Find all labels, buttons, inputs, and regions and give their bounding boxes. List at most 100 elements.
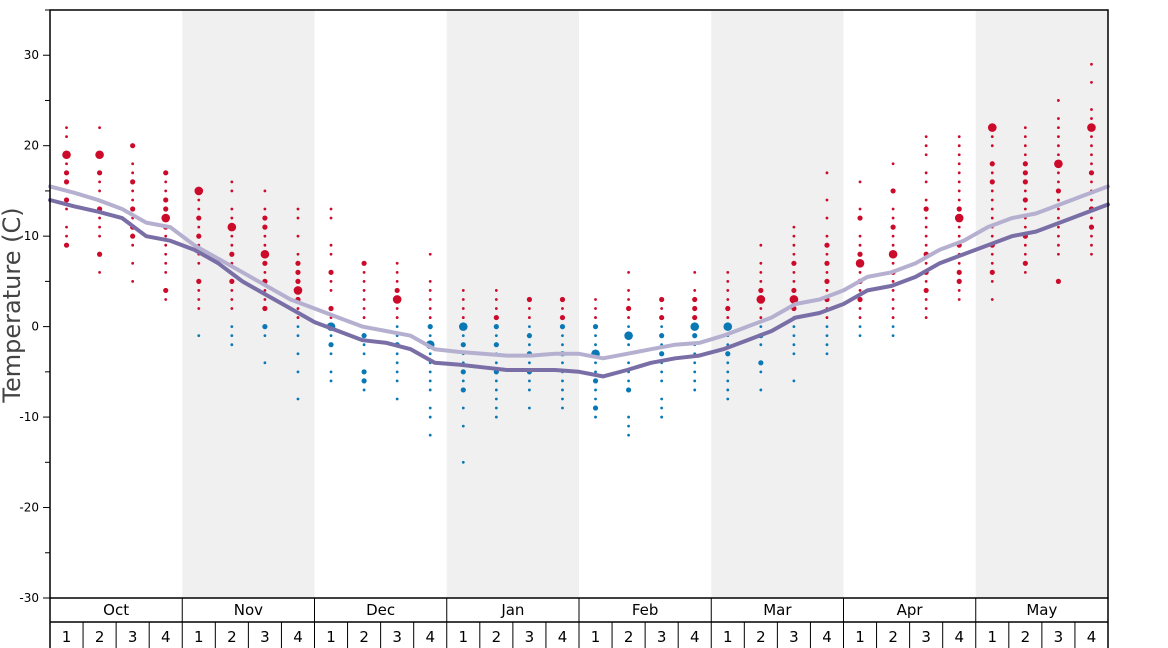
observation-dot [1090,252,1093,256]
observation-dot [1090,198,1093,202]
week-label: 2 [624,628,634,646]
observation-dot [63,242,70,248]
observation-dot [1057,252,1060,256]
observation-dot [923,206,929,212]
observation-dot [957,234,961,238]
observation-dot [924,135,928,139]
observation-dot [891,316,895,319]
observation-dot [395,370,399,374]
observation-dot [528,388,531,392]
week-label: 2 [888,628,898,646]
observation-dot [296,334,300,338]
observation-dot [194,186,204,196]
observation-dot [328,269,334,275]
observation-dot [692,333,698,339]
observation-dot [855,258,865,268]
y-axis-label: Temperature (C) [0,207,26,403]
observation-dot [592,324,599,330]
observation-dot [726,279,730,283]
observation-dot [957,289,961,292]
observation-dot [594,388,597,392]
observation-dot [1090,108,1093,111]
observation-dot [990,171,994,175]
observation-dot [924,261,928,265]
month-band [182,10,315,598]
observation-dot [1090,216,1093,220]
observation-dot [65,162,68,166]
observation-dot [494,397,498,401]
observation-dot [131,198,135,202]
observation-dot [594,316,597,319]
observation-dot [561,361,564,365]
observation-dot [296,370,300,374]
month-band [975,10,1108,598]
observation-dot [1088,224,1095,230]
observation-dot [494,379,498,383]
observation-dot [262,224,268,230]
observation-dot [329,379,333,383]
observation-dot [98,216,101,220]
observation-dot [428,316,432,319]
observation-dot [693,388,697,392]
observation-dot [328,305,334,312]
observation-dot [263,234,267,238]
observation-dot [293,286,303,295]
observation-dot [924,316,928,319]
observation-dot [659,314,665,321]
observation-dot [428,406,432,410]
observation-dot [263,361,267,365]
observation-dot [956,269,962,275]
observation-dot [924,171,928,175]
observation-dot [692,305,698,312]
observation-dot [63,170,70,176]
observation-dot [95,150,104,160]
observation-dot [131,162,135,166]
observation-dot [594,307,597,310]
week-label: 3 [260,628,270,646]
week-label: 4 [425,628,435,646]
observation-dot [1023,225,1027,229]
observation-dot [362,352,366,356]
week-label: 2 [227,628,237,646]
week-label: 3 [657,628,667,646]
observation-dot [1090,180,1093,184]
observation-dot [329,352,333,356]
observation-dot [263,207,267,211]
observation-dot [858,289,862,292]
y-axis: -30 -20 -10 0 10 20 30 [19,9,50,605]
observation-dot [395,325,399,329]
observation-dot [956,206,962,212]
observation-dot [627,298,630,301]
observation-dot [1057,243,1060,247]
observation-dot [458,322,468,331]
observation-dot [792,270,796,274]
observation-dot [758,360,764,366]
observation-dot [789,295,799,304]
observation-dot [131,261,135,265]
observation-dot [164,298,168,301]
week-label: 3 [1054,628,1064,646]
observation-dot [690,322,700,331]
observation-dot [891,207,895,211]
observation-dot [196,278,202,284]
observation-dot [726,270,730,274]
observation-dot [461,424,465,428]
observation-dot [990,189,994,193]
observation-dot [627,316,630,319]
observation-dot [428,379,432,383]
observation-dot [131,189,135,193]
observation-dot [230,180,234,184]
observation-dot [594,334,597,338]
observation-dot [65,207,68,211]
observation-dot [924,180,928,184]
observation-dot [1055,278,1062,284]
observation-dot [428,279,432,283]
observation-dot [296,307,300,310]
observation-dot [164,243,168,247]
y-tick-label: -10 [19,410,39,424]
observation-dot [461,307,465,310]
observation-dot [627,433,630,437]
observation-dot [197,261,201,265]
observation-dot [924,144,928,148]
